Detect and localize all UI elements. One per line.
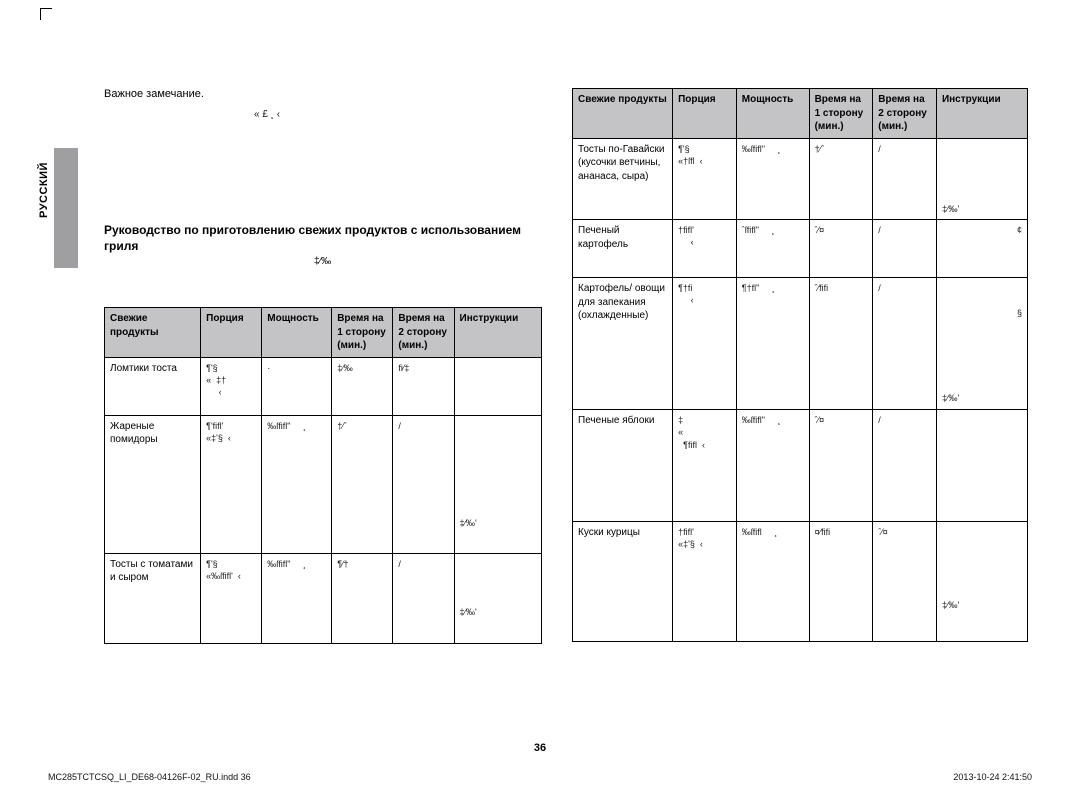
cell-product: Печеный картофель bbox=[573, 220, 673, 278]
cell-time2: / bbox=[873, 278, 937, 410]
table-row: Картофель/ овощи для запекания (охлажден… bbox=[573, 278, 1028, 410]
cell-time1: ˆ⁄ﬁﬁ bbox=[809, 278, 873, 410]
cell-time2: / bbox=[393, 553, 454, 643]
cell-power: ¶†ﬂ" ¸ bbox=[736, 278, 809, 410]
cell-portion: ¶'§ «‰ſﬁﬂ' ‹ bbox=[201, 553, 262, 643]
page: РУССКИЙ Важное замечание. « £ ¸ ‹ Руково… bbox=[0, 0, 1080, 792]
right-column: Свежие продукты Порция Мощность Время на… bbox=[572, 88, 1028, 644]
right-table: Свежие продукты Порция Мощность Время на… bbox=[572, 88, 1028, 642]
th-instructions: Инструкции bbox=[454, 308, 541, 358]
th-time2: Время на 2 сторону (мин.) bbox=[873, 89, 937, 139]
cell-power: ‰ſﬁﬂ ¸ bbox=[736, 522, 809, 642]
note-heading: Важное замечание. bbox=[104, 88, 542, 100]
th-instructions: Инструкции bbox=[936, 89, 1027, 139]
cell-time1: ¶⁄† bbox=[332, 553, 393, 643]
table-header-row: Свежие продукты Порция Мощность Время на… bbox=[573, 89, 1028, 139]
cell-time1: ˆ⁄¤ bbox=[809, 220, 873, 278]
cell-portion: ¶'ﬁﬂ' «‡'§ ‹ bbox=[201, 415, 262, 553]
section-title: Руководство по приготовлению свежих прод… bbox=[104, 222, 542, 254]
language-label: РУССКИЙ bbox=[38, 194, 50, 218]
cell-power: ‰ſﬁﬂ" ¸ bbox=[262, 553, 332, 643]
note-glyph: « £ ¸ ‹ bbox=[254, 109, 280, 120]
cell-portion: †ﬁﬂ' «‡'§ ‹ bbox=[673, 522, 737, 642]
cell-instructions: ‡⁄‰' bbox=[936, 138, 1027, 220]
th-time1: Время на 1 сторону (мин.) bbox=[332, 308, 393, 358]
cell-time2: / bbox=[873, 138, 937, 220]
footer: MC285TCTCSQ_LI_DE68-04126F-02_RU.indd 36… bbox=[48, 772, 1032, 782]
cell-instructions: ‡⁄‰' bbox=[936, 522, 1027, 642]
cell-time2: / bbox=[873, 220, 937, 278]
table-row: Тосты по-Гавайски (кусочки ветчины, анан… bbox=[573, 138, 1028, 220]
footer-right: 2013-10-24 2:41:50 bbox=[953, 772, 1032, 782]
cell-power: ‰ſﬁﬂ" ¸ bbox=[736, 410, 809, 522]
section-sub-glyph: ‡⁄‰ bbox=[314, 256, 542, 267]
cell-portion: ‡ « ¶ﬁﬂ ‹ bbox=[673, 410, 737, 522]
cell-time1: ˆ⁄¤ bbox=[809, 410, 873, 522]
cell-product: Куски курицы bbox=[573, 522, 673, 642]
cell-portion: †ﬁﬂ' ‹ bbox=[673, 220, 737, 278]
cell-portion: ¶'§ «†ſﬂ ‹ bbox=[673, 138, 737, 220]
left-table: Свежие продукты Порция Мощность Время на… bbox=[104, 307, 542, 644]
th-time2: Время на 2 сторону (мин.) bbox=[393, 308, 454, 358]
table-row: Печеный картофель†ﬁﬂ' ‹ˆſﬁﬂ" ¸ˆ⁄¤/ ¢ bbox=[573, 220, 1028, 278]
th-product: Свежие продукты bbox=[105, 308, 201, 358]
cell-time1: ¤⁄ﬁﬁ bbox=[809, 522, 873, 642]
cell-portion: ¶†ﬁ ‹ bbox=[673, 278, 737, 410]
cell-product: Ломтики тоста bbox=[105, 357, 201, 415]
table-row: Тосты с томатами и сыром¶'§ «‰ſﬁﬂ' ‹‰ſﬁﬂ… bbox=[105, 553, 542, 643]
cell-power: ‰ſﬁﬂ" ¸ bbox=[262, 415, 332, 553]
cell-power: ‰ſﬁﬂ" ¸ bbox=[736, 138, 809, 220]
cell-power: · bbox=[262, 357, 332, 415]
cell-time2: ﬁ⁄‡ bbox=[393, 357, 454, 415]
table-row: Жареные помидоры¶'ﬁﬂ' «‡'§ ‹‰ſﬁﬂ" ¸†⁄ˆ/ … bbox=[105, 415, 542, 553]
cell-instructions: § ‡⁄‰' bbox=[936, 278, 1027, 410]
table-header-row: Свежие продукты Порция Мощность Время на… bbox=[105, 308, 542, 358]
cell-power: ˆſﬁﬂ" ¸ bbox=[736, 220, 809, 278]
table-row: Ломтики тоста¶'§ « ‡† ‹·‡⁄‰ﬁ⁄‡ bbox=[105, 357, 542, 415]
cell-instructions bbox=[936, 410, 1027, 522]
cell-time1: ‡⁄‰ bbox=[332, 357, 393, 415]
left-column: Важное замечание. « £ ¸ ‹ Руководство по… bbox=[104, 88, 542, 644]
cell-time1: †⁄ˆ bbox=[332, 415, 393, 553]
content-area: Важное замечание. « £ ¸ ‹ Руководство по… bbox=[48, 88, 1032, 644]
page-number: 36 bbox=[534, 742, 546, 754]
cell-time2: ˆ⁄¤ bbox=[873, 522, 937, 642]
th-portion: Порция bbox=[201, 308, 262, 358]
cell-time1: †⁄ˆ bbox=[809, 138, 873, 220]
cell-instructions bbox=[454, 357, 541, 415]
cell-portion: ¶'§ « ‡† ‹ bbox=[201, 357, 262, 415]
cell-product: Жареные помидоры bbox=[105, 415, 201, 553]
cell-product: Тосты по-Гавайски (кусочки ветчины, анан… bbox=[573, 138, 673, 220]
cell-instructions: ‡⁄‰' bbox=[454, 415, 541, 553]
th-power: Мощность bbox=[736, 89, 809, 139]
table-row: Печеные яблоки‡ « ¶ﬁﬂ ‹‰ſﬁﬂ" ¸ˆ⁄¤/ bbox=[573, 410, 1028, 522]
cell-time2: / bbox=[873, 410, 937, 522]
th-product: Свежие продукты bbox=[573, 89, 673, 139]
th-power: Мощность bbox=[262, 308, 332, 358]
cell-product: Тосты с томатами и сыром bbox=[105, 553, 201, 643]
cell-product: Печеные яблоки bbox=[573, 410, 673, 522]
cell-instructions: ‡⁄‰' bbox=[454, 553, 541, 643]
cell-product: Картофель/ овощи для запекания (охлажден… bbox=[573, 278, 673, 410]
footer-left: MC285TCTCSQ_LI_DE68-04126F-02_RU.indd 36 bbox=[48, 772, 251, 782]
cell-time2: / bbox=[393, 415, 454, 553]
th-portion: Порция bbox=[673, 89, 737, 139]
cell-instructions: ¢ bbox=[936, 220, 1027, 278]
table-row: Куски курицы†ﬁﬂ' «‡'§ ‹‰ſﬁﬂ ¸¤⁄ﬁﬁˆ⁄¤ ‡⁄‰… bbox=[573, 522, 1028, 642]
language-side-tab: РУССКИЙ bbox=[54, 148, 78, 268]
th-time1: Время на 1 сторону (мин.) bbox=[809, 89, 873, 139]
